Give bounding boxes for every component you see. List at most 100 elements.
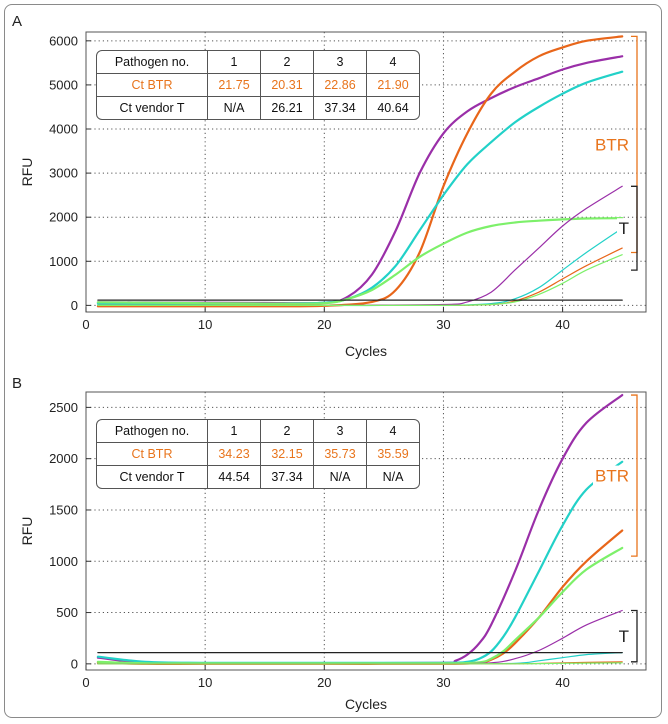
table-row-label: Ct BTR (97, 74, 208, 97)
panel-a-x-axis-label: Cycles (345, 343, 387, 359)
panel-a-bracket-label-bg (617, 218, 631, 239)
panel-a-bracket-t (631, 185, 638, 271)
panel-a-series-line-orange-thick (96, 35, 624, 308)
panel-a-bracket-label-t: T (619, 219, 629, 238)
panel-b-bracket-label-bg (617, 626, 631, 647)
table-cell: 35.59 (367, 443, 419, 466)
panel-a-plot-frame (85, 31, 647, 313)
panel-a-y-tick-label: 6000 (49, 33, 78, 48)
panel-a-x-tick-label: 10 (198, 317, 212, 332)
table-header-cell: 4 (367, 420, 419, 443)
panel-b-x-tick-label: 0 (82, 675, 89, 690)
panel-a-series (96, 35, 624, 308)
panel-a-label: A (12, 13, 22, 30)
table-cell: N/A (382, 470, 404, 484)
panel-b-grid (86, 392, 646, 670)
table-cell: 21.75 (208, 74, 261, 97)
panel-b-y-axis-label: RFU (19, 517, 35, 546)
panel-a-y-tick-label: 4000 (49, 122, 78, 137)
panel-b-ticks: 0 10 20 30 40 0 500 1000 1500 2000 2500 (49, 400, 570, 690)
panel-b-series-line-green-thick (96, 546, 624, 665)
table-cell: 21.90 (367, 74, 419, 97)
table-row-label: Ct vendor T (97, 466, 208, 488)
panel-b-bracket-label-t: T (619, 627, 629, 646)
table-header-row: Pathogen no. 1 2 3 4 (97, 51, 419, 74)
table-cell: N/A (314, 466, 367, 488)
table-header-cell: 2 (261, 51, 314, 74)
panel-b-y-tick-label: 1000 (49, 554, 78, 569)
panel-b-bracket-label-btr: BTR (595, 467, 629, 486)
panel-a-x-tick-label: 30 (436, 317, 450, 332)
panel-b-plot-frame (85, 391, 647, 671)
panel-a-x-tick-label: 0 (82, 317, 89, 332)
panel-a-y-axis-label: RFU (19, 158, 35, 187)
panel-a-y-tick-label: 1000 (49, 254, 78, 269)
table-header-cell: 3 (314, 420, 367, 443)
panel-b-y-tick-label: 500 (56, 605, 78, 620)
panel-b-y-tick-label: 1500 (49, 502, 78, 517)
table-cell: 32.15 (261, 443, 314, 466)
panel-b-x-tick-label: 20 (317, 675, 331, 690)
panel-b-series (96, 394, 624, 665)
table-header-cell: 3 (314, 51, 367, 74)
table-row-label: Ct BTR (97, 443, 208, 466)
panel-b-bracket-label-bg (593, 465, 631, 486)
panel-a-bracket-btr (631, 35, 638, 254)
figure-frame (4, 4, 662, 718)
table-header-cell: Pathogen no. (97, 51, 208, 74)
panel-a-y-tick-label: 0 (71, 298, 78, 313)
panel-a-series-line-green-thin (97, 254, 623, 307)
panel-a-bracket-label-bg (593, 134, 631, 155)
panel-b-ct-table: Pathogen no. 1 2 3 4 Ct BTR 34.23 32.15 … (96, 419, 420, 489)
panel-b-series-line-green-thin (97, 662, 623, 665)
panel-a-chart: A 0 10 20 30 40 0 1000 2000 3000 4000 5000 6000 BTR… (12, 13, 647, 359)
panel-a-y-tick-label: 5000 (49, 77, 78, 92)
panel-b-chart: B 0 10 20 30 40 0 500 1000 1500 2000 2500 BTR T Cyc… (12, 375, 647, 712)
panel-a-series-line-orange-thin (97, 247, 623, 307)
table-row-ct-vendor: Ct vendor T 44.54 37.34 N/A N/A (97, 466, 419, 488)
panel-b-x-tick-label: 40 (555, 675, 569, 690)
table-cell: 37.34 (261, 466, 314, 488)
table-header-cell: 4 (367, 51, 419, 74)
table-cell: 26.21 (261, 97, 314, 119)
panel-b-x-tick-label: 30 (436, 675, 450, 690)
table-cell: 22.86 (314, 74, 367, 97)
panel-a-ticks: 0 10 20 30 40 0 1000 2000 3000 4000 5000 6000 (49, 33, 570, 332)
table-cell: 20.31 (261, 74, 314, 97)
panel-b-y-tick-label: 0 (71, 656, 78, 671)
panel-b-bracket-t (631, 609, 638, 663)
table-header-cell: 2 (261, 420, 314, 443)
table-cell: 44.54 (208, 466, 261, 488)
panel-a-brackets: BTR T (593, 35, 638, 271)
panel-b-x-axis-label: Cycles (345, 696, 387, 712)
table-row-ct-vendor: Ct vendor T N/A 26.21 37.34 40.64 (97, 97, 419, 119)
panel-a-y-tick-label: 2000 (49, 210, 78, 225)
panel-b-brackets: BTR T (593, 394, 638, 663)
table-header-cell: 1 (208, 51, 261, 74)
table-cell: 40.64 (377, 101, 409, 115)
table-header-cell: 1 (208, 420, 261, 443)
panel-b-series-line-orange-thick (96, 529, 624, 665)
panel-b-label: B (12, 375, 22, 392)
panel-a-ct-table: Pathogen no. 1 2 3 4 Ct BTR 21.75 20.31 … (96, 50, 420, 120)
table-row-ct-btr: Ct BTR 34.23 32.15 35.73 35.59 (97, 443, 419, 466)
panel-b-series-line-purple-thin (97, 609, 623, 665)
panel-b-y-tick-label: 2000 (49, 451, 78, 466)
table-cell: 34.23 (208, 443, 261, 466)
panel-b-bracket-btr (631, 394, 638, 557)
table-cell: 37.34 (314, 97, 367, 119)
panel-b-x-tick-label: 10 (198, 675, 212, 690)
panel-a-x-tick-label: 40 (555, 317, 569, 332)
table-row-ct-btr: Ct BTR 21.75 20.31 22.86 21.90 (97, 74, 419, 97)
panel-b-series-line-cyan-thick (96, 460, 624, 664)
table-cell: 35.73 (314, 443, 367, 466)
table-row-label: Ct vendor T (97, 97, 208, 119)
table-cell: N/A (208, 97, 261, 119)
panel-a-series-line-green-thick (96, 217, 624, 305)
panel-a-y-tick-label: 3000 (49, 166, 78, 181)
table-header-row: Pathogen no. 1 2 3 4 (97, 420, 419, 443)
panel-b-y-tick-label: 2500 (49, 400, 78, 415)
panel-a-x-tick-label: 20 (317, 317, 331, 332)
panel-a-bracket-label-btr: BTR (595, 135, 629, 154)
